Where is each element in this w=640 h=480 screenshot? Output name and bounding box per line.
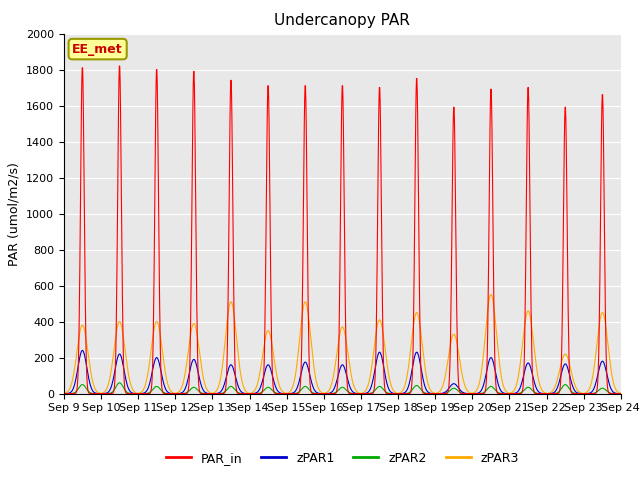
Text: EE_met: EE_met	[72, 43, 123, 56]
Y-axis label: PAR (umol/m2/s): PAR (umol/m2/s)	[8, 162, 20, 265]
Title: Undercanopy PAR: Undercanopy PAR	[275, 13, 410, 28]
Legend: PAR_in, zPAR1, zPAR2, zPAR3: PAR_in, zPAR1, zPAR2, zPAR3	[161, 447, 524, 469]
